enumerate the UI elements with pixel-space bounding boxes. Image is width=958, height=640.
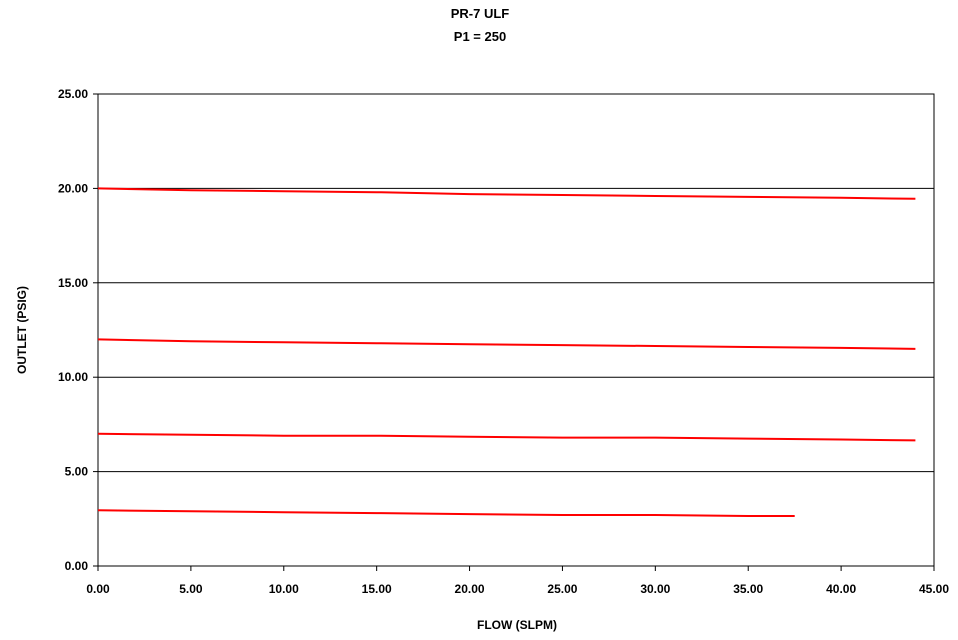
y-axis-title: OUTLET (PSIG) [15, 286, 29, 374]
series-line-3 [97, 432, 916, 442]
y-tick-label-2: 10.00 [58, 370, 88, 384]
y-tick-label-5: 25.00 [58, 87, 88, 101]
x-tick-label-1: 5.00 [179, 582, 203, 596]
chart-subtitle: P1 = 250 [454, 29, 506, 44]
x-tick-label-3: 15.00 [362, 582, 392, 596]
plot-frame [97, 93, 935, 567]
series-line-2 [97, 338, 916, 350]
x-tick-label-5: 25.00 [547, 582, 577, 596]
plot-area: 0.00 5.00 10.00 15.00 20.00 25.00 30.00 35.00 40… [58, 87, 949, 596]
y-tick-label-0: 0.00 [65, 559, 89, 573]
series-line-1 [97, 187, 916, 200]
series-line-4 [97, 509, 795, 517]
y-tick-label-4: 20.00 [58, 181, 88, 195]
x-tick-label-6: 30.00 [640, 582, 670, 596]
x-tick-label-7: 35.00 [733, 582, 763, 596]
chart-title: PR-7 ULF [451, 6, 510, 21]
x-tick-label-2: 10.00 [269, 582, 299, 596]
x-axis-title: FLOW (SLPM) [477, 618, 557, 632]
y-tick-label-1: 5.00 [65, 465, 89, 479]
x-tick-label-4: 20.00 [455, 582, 485, 596]
x-tick-label-9: 45.00 [919, 582, 949, 596]
x-tick-label-8: 40.00 [826, 582, 856, 596]
x-tick-label-0: 0.00 [86, 582, 110, 596]
y-tick-label-3: 15.00 [58, 276, 88, 290]
